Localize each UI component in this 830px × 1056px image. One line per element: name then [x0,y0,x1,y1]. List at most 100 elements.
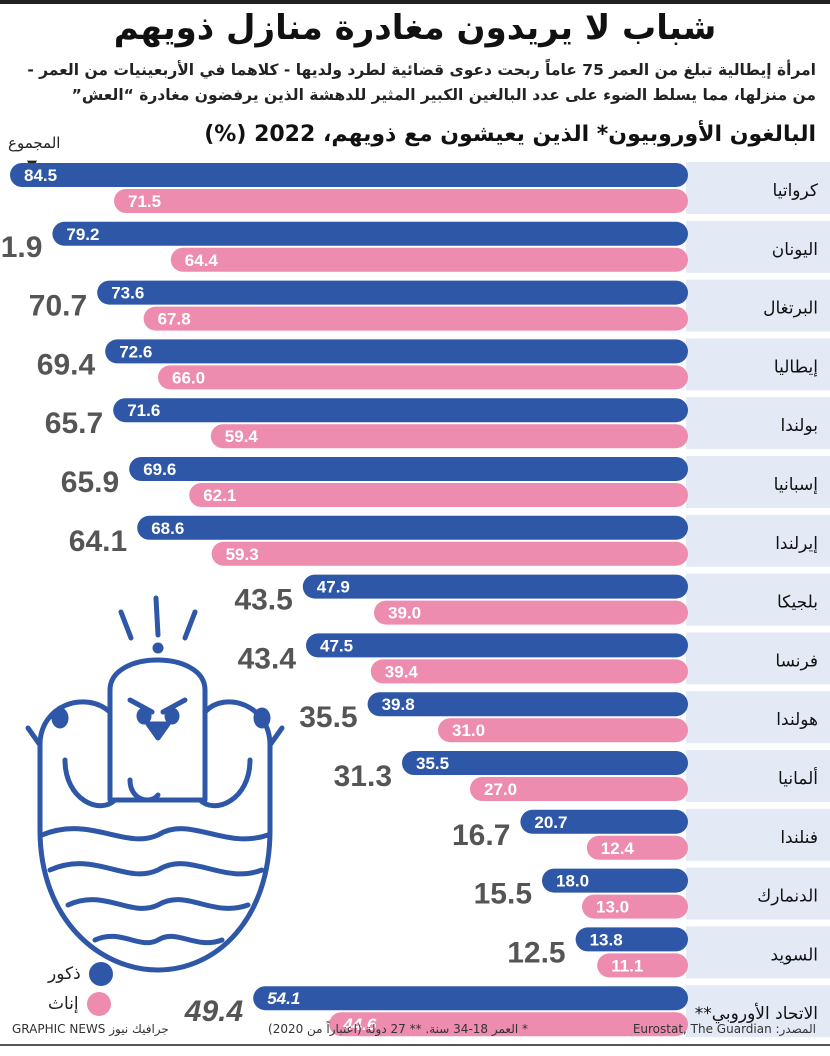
country-band [686,338,830,391]
male-value-label: 69.6 [143,460,176,479]
male-value-label: 35.5 [416,754,449,773]
country-label: إيطاليا [774,357,818,377]
total-value-label: 70.7 [29,290,87,323]
female-value-label: 59.3 [226,545,259,564]
country-band [686,397,830,450]
male-bar [137,515,688,540]
female-value-label: 11.1 [611,956,643,975]
total-value-label: 65.7 [45,407,103,440]
brand-credit: GRAPHIC NEWS جرافيك نيوز [12,1022,169,1036]
female-bar [114,189,688,213]
male-bar [253,986,688,1011]
male-value-label: 13.8 [590,930,623,949]
female-bar [211,541,688,566]
male-value-label: 47.9 [317,578,350,597]
country-band [686,162,830,214]
female-bar [582,894,688,919]
top-rule [0,0,830,4]
female-value-label: 39.0 [388,604,421,623]
country-label: هولندا [776,710,818,730]
country-band [686,867,830,920]
female-bar [370,659,688,684]
male-value-label: 47.5 [320,636,353,655]
female-bar [374,600,688,625]
female-bar [189,483,688,507]
legend-male-label: ذكور [48,964,81,984]
footnote: * العمر 18-34 سنة. ** 27 دولة (اعتباراً … [268,1022,529,1036]
male-value-label: 84.5 [24,166,57,185]
female-bar [586,835,688,860]
total-value-label: 15.5 [474,878,532,911]
male-bar [367,692,688,717]
female-value-label: 67.8 [158,310,191,329]
total-value-label: 69.4 [37,348,96,381]
country-band [686,456,830,508]
female-value-label: 66.0 [172,368,205,387]
male-bar [575,927,688,952]
total-value-label: 64.1 [69,525,127,558]
country-band [686,926,830,979]
female-bar [170,247,689,272]
female-value-label: 12.4 [601,839,635,858]
male-bar [542,868,688,893]
female-value-label: 62.1 [203,486,236,505]
male-bar [129,457,688,481]
male-bar [306,633,688,658]
country-band [686,985,830,1038]
male-bar [105,339,688,364]
female-value-label: 59.4 [225,427,259,446]
country-band [686,514,830,567]
country-label: كرواتيا [773,181,819,201]
country-band [686,632,830,685]
male-bar [113,398,688,423]
female-bar [470,777,688,801]
male-bar [402,751,688,775]
female-value-label: 71.5 [128,192,161,211]
male-bar [520,809,688,834]
male-bar [97,280,688,305]
total-value-label: 31.3 [334,760,392,793]
country-label: السويد [770,945,818,965]
female-bar [329,1012,688,1037]
male-value-label: 39.8 [382,695,415,714]
total-column-label: المجموع [8,134,61,152]
total-value-label: 65.9 [61,466,119,499]
male-value-label: 68.6 [151,519,184,538]
male-value-label: 79.2 [66,225,99,244]
chart-title: البالغون الأوروبيون* الذين يعيشون مع ذوي… [204,122,816,147]
country-band [686,220,830,273]
total-value-label: 43.4 [238,642,297,675]
subtitle: امرأة إيطالية تبلغ من العمر 75 عاماً ربح… [27,61,816,104]
female-value-label: 31.0 [452,721,485,740]
country-label: الدنمارك [757,887,818,907]
female-bar [158,365,688,390]
female-bar [210,424,689,449]
country-label: البرتغال [763,299,818,319]
country-band [686,573,830,626]
female-value-label: 27.0 [484,780,517,799]
male-value-label: 73.6 [111,284,144,303]
country-label: الاتحاد الأوروبي** [695,1003,818,1024]
total-value-label: 71.9 [0,231,42,264]
total-value-label: 43.5 [234,584,292,617]
country-band [686,808,830,861]
total-value-label: 49.4 [184,995,244,1028]
male-bar [52,221,688,246]
page-title: شباب لا يريدون مغادرة منازل ذويهم [113,8,717,48]
female-bar [597,953,688,978]
male-value-label: 71.6 [127,401,160,420]
bottom-rule [0,1044,830,1046]
male-value-label: 20.7 [534,813,567,832]
source-credit: المصدر: Eurostat, The Guardian [632,1022,816,1036]
female-bar [438,718,688,743]
total-value-label: 12.5 [507,936,565,969]
bird-nest-illustration [25,595,285,973]
total-value-label: 35.5 [299,701,357,734]
female-value-label: 13.0 [596,898,629,917]
legend-female-label: إناث [48,994,79,1014]
legend-male-swatch [88,962,113,986]
country-label: اليونان [772,240,818,260]
male-bar [302,574,688,599]
male-value-label: 18.0 [556,872,589,891]
total-value-label: 16.7 [452,819,510,852]
